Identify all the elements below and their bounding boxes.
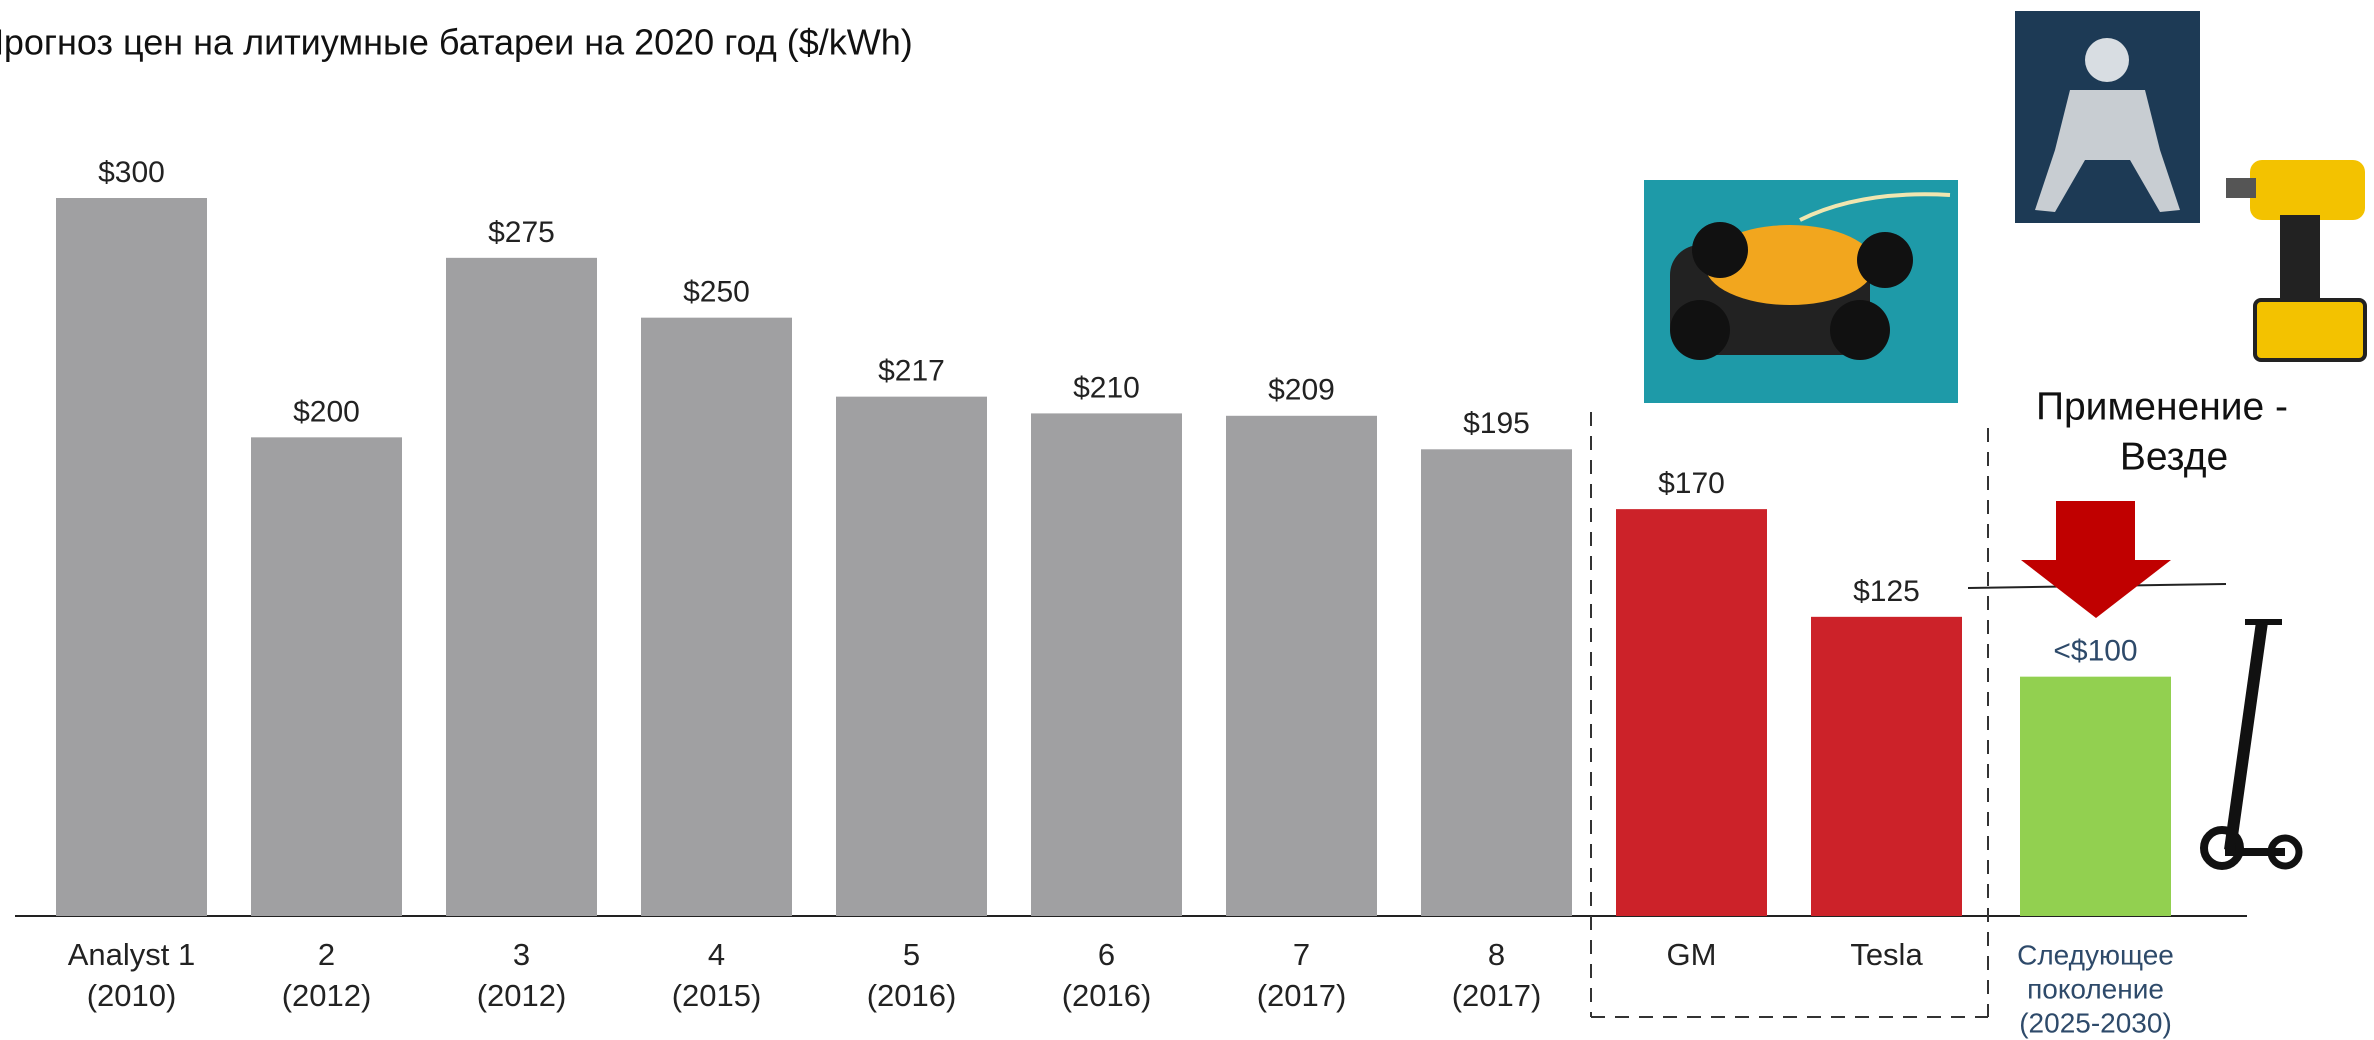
x-tick-label: (2016) xyxy=(867,978,957,1013)
x-tick-label: 8 xyxy=(1488,937,1505,972)
bar xyxy=(1616,509,1767,916)
value-label: $200 xyxy=(293,395,360,428)
x-tick-label: Tesla xyxy=(1850,937,1923,972)
x-tick-label: 3 xyxy=(513,937,530,972)
x-tick-label: 4 xyxy=(708,937,725,972)
bar xyxy=(251,437,402,916)
bar xyxy=(836,396,987,916)
bar xyxy=(1421,449,1572,916)
bar xyxy=(1226,415,1377,916)
x-tick-label: поколение xyxy=(2027,973,2164,1004)
value-label: $217 xyxy=(878,355,945,388)
value-label: $195 xyxy=(1463,407,1530,440)
x-tick-label: (2025-2030) xyxy=(2019,1007,2172,1038)
x-tick-label: Следующее xyxy=(2017,939,2174,970)
value-label: $250 xyxy=(683,276,750,309)
x-tick-label: (2016) xyxy=(1062,978,1152,1013)
bar xyxy=(2020,676,2171,916)
x-tick-label: (2017) xyxy=(1452,978,1542,1013)
x-tick-label: 5 xyxy=(903,937,920,972)
value-label: $209 xyxy=(1268,374,1335,407)
rov-image xyxy=(1644,180,1958,403)
bar xyxy=(641,317,792,917)
x-tick-label: (2017) xyxy=(1257,978,1347,1013)
x-tick-label: (2010) xyxy=(87,978,177,1013)
annotation: Применение - xyxy=(2036,385,2288,428)
bar xyxy=(446,257,597,916)
x-tick-label: 2 xyxy=(318,937,335,972)
x-tick-label: 7 xyxy=(1293,937,1310,972)
x-tick-label: (2012) xyxy=(282,978,372,1013)
x-tick-label: Analyst 1 xyxy=(68,937,196,972)
bar xyxy=(1031,413,1182,916)
annotation: Везде xyxy=(2120,435,2228,478)
value-label: $275 xyxy=(488,216,555,249)
value-label: $210 xyxy=(1073,371,1140,404)
chart-title: Прогноз цен на литиумные батареи на 2020… xyxy=(0,22,913,63)
dashed-box xyxy=(1590,412,1989,1018)
value-label: <$100 xyxy=(2053,635,2137,668)
value-label: $170 xyxy=(1658,467,1725,500)
x-tick-label: 6 xyxy=(1098,937,1115,972)
x-tick-label: (2012) xyxy=(477,978,567,1013)
down-arrow xyxy=(2021,501,2171,618)
bar xyxy=(56,198,207,916)
value-label: $125 xyxy=(1853,575,1920,608)
drill-image xyxy=(2226,160,2367,362)
value-label: $300 xyxy=(98,156,165,189)
scooter-image xyxy=(2200,619,2303,870)
x-tick-label: (2015) xyxy=(672,978,762,1013)
x-tick-label: GM xyxy=(1667,937,1717,972)
robot-image xyxy=(2015,11,2200,223)
bar xyxy=(1811,616,1962,916)
